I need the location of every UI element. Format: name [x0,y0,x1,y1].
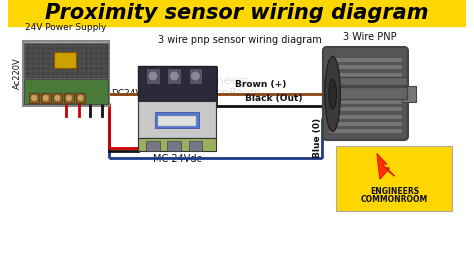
Text: 3 wire pnp sensor wiring diagram: 3 wire pnp sensor wiring diagram [158,35,322,45]
Bar [329,107,402,111]
FancyBboxPatch shape [138,101,216,138]
Circle shape [65,94,73,102]
Bar [64,93,74,103]
Bar [329,80,402,84]
Bar [146,141,160,151]
Bar [329,122,402,126]
Bar [25,43,108,78]
Circle shape [77,94,84,102]
FancyBboxPatch shape [138,138,216,151]
Bar [167,141,181,151]
Text: Black (Out): Black (Out) [245,94,302,103]
Bar [146,68,160,84]
Text: CommonRoom: CommonRoom [180,88,262,98]
Ellipse shape [329,79,337,109]
Bar [189,68,202,84]
Text: Blue (0): Blue (0) [313,118,322,158]
Bar [329,65,402,69]
Circle shape [191,71,201,81]
Text: 24V Power Supply: 24V Power Supply [25,23,107,32]
FancyBboxPatch shape [323,47,408,140]
Bar [329,129,402,133]
Bar [329,94,402,98]
Bar [324,87,407,99]
Bar [53,93,62,103]
Bar [402,86,416,102]
Bar [167,68,181,84]
Bar [158,116,196,126]
Bar [8,0,466,26]
Bar [329,58,402,62]
Bar [41,93,51,103]
Text: MC 24Vdc: MC 24Vdc [153,154,201,164]
Circle shape [169,71,179,81]
Text: ENGINEERS: ENGINEERS [370,186,419,196]
Bar [155,112,200,128]
Circle shape [42,94,49,102]
Bar [337,146,452,211]
Bar [329,100,402,104]
Bar [25,79,108,104]
Bar [329,115,402,119]
Text: DC24V: DC24V [111,89,142,98]
FancyBboxPatch shape [138,66,216,101]
Bar [329,73,402,77]
Bar [29,93,39,103]
Text: Brown (+): Brown (+) [236,80,287,89]
Circle shape [54,94,61,102]
FancyBboxPatch shape [23,41,109,106]
Text: Ac220V: Ac220V [13,57,22,89]
Text: 3 Wire PNP
sensor: 3 Wire PNP sensor [344,32,397,56]
Bar [329,87,402,91]
Circle shape [31,94,37,102]
Circle shape [148,71,158,81]
Bar [189,141,202,151]
Bar [55,52,76,68]
Text: Proximity sensor wiring diagram: Proximity sensor wiring diagram [45,3,429,23]
Text: COMMONROOM: COMMONROOM [361,196,428,205]
Bar [76,93,85,103]
Polygon shape [377,154,394,179]
Text: Engineers: Engineers [193,76,248,86]
Bar [324,77,407,85]
Ellipse shape [325,56,340,131]
